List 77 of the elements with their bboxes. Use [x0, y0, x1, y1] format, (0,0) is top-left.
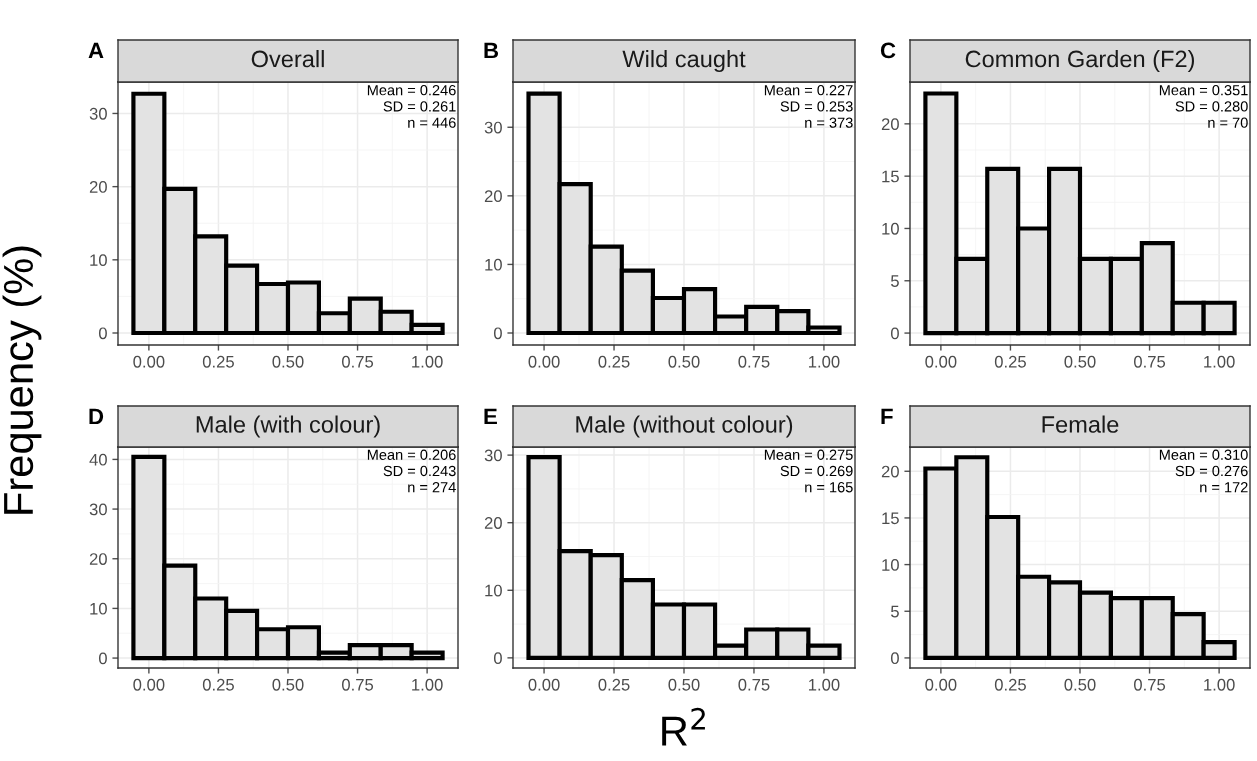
x-tick-label: 0.75	[1133, 678, 1166, 691]
x-tick-label: 0.25	[994, 355, 1026, 368]
y-tick-label: 20	[484, 190, 502, 203]
y-tick-label: 30	[484, 121, 502, 134]
x-tick-label: 0.75	[738, 678, 770, 691]
x-tick-label: 0.25	[202, 678, 234, 691]
x-tick-label: 1.00	[412, 678, 443, 691]
chart-title: Male (without colour)	[576, 415, 793, 438]
annotation: Mean = 0.310 SD = 0.276 n = 172	[1159, 449, 1248, 493]
x-tick-label: 1.00	[412, 355, 443, 368]
y-tick-label: 20	[881, 465, 899, 478]
x-tick-label: 0.50	[668, 355, 700, 368]
x-tick-label: 0.00	[925, 355, 957, 368]
text: A	[88, 42, 104, 59]
y-tick-label: 0	[98, 652, 107, 665]
chart-title: Common Garden (F2)	[965, 50, 1195, 72]
y-tick-label: 0	[493, 327, 502, 340]
x-tick-label: 1.00	[808, 355, 840, 368]
y-tick-label: 30	[89, 503, 107, 516]
x-tick-label: 1.00	[808, 678, 840, 691]
x-axis-title: R$^{2}$	[662, 707, 705, 746]
y-tick-label: 40	[89, 453, 107, 466]
chart-title: Female	[1042, 415, 1119, 433]
annotation: Mean = 0.206 SD = 0.243 n = 274	[367, 449, 456, 493]
x-tick-label: 0.25	[994, 678, 1026, 691]
y-tick-label: 0	[890, 327, 899, 340]
x-tick-label: 0.00	[133, 355, 165, 368]
y-tick-label: 0	[890, 652, 899, 665]
y-tick-label: 10	[882, 558, 899, 571]
text: C	[880, 42, 896, 59]
x-tick-label: 0.25	[598, 678, 630, 691]
y-tick-label: 20	[89, 181, 107, 193]
y-tick-label: 30	[89, 107, 107, 120]
y-tick-label: 10	[485, 584, 502, 597]
annotation: Mean = 0.246 SD = 0.261 n = 446	[367, 85, 456, 128]
x-tick-label: 0.00	[528, 678, 560, 691]
annotation: Mean = 0.351 SD = 0.280 n = 70	[1159, 85, 1248, 128]
x-tick-label: 1.00	[1204, 355, 1235, 368]
y-tick-label: 10	[485, 258, 502, 271]
annotation: Mean = 0.275 SD = 0.269 n = 165	[764, 449, 853, 493]
y-tick-label: 20	[89, 553, 107, 565]
chart-title: Wild caught	[622, 50, 746, 72]
y-tick-label: 0	[98, 327, 107, 340]
y-tick-label: 15	[882, 170, 899, 183]
y-axis-title: Frequency (%)	[2, 246, 42, 514]
text: B	[484, 42, 499, 59]
chart-title: Male (with colour)	[196, 415, 380, 438]
x-tick-label: 0.50	[1064, 678, 1096, 691]
y-tick-label: 20	[881, 118, 899, 131]
x-tick-label: 0.00	[528, 355, 560, 368]
y-tick-label: 30	[484, 449, 502, 462]
x-tick-label: 0.50	[1064, 355, 1096, 368]
x-tick-label: 0.50	[272, 355, 304, 368]
y-tick-label: 20	[484, 517, 502, 529]
text: E	[484, 408, 497, 425]
x-tick-label: 0.75	[738, 355, 770, 368]
x-tick-label: 0.75	[1133, 355, 1166, 368]
x-tick-label: 0.00	[925, 678, 957, 691]
y-tick-label: 0	[493, 652, 502, 665]
y-tick-label: 10	[90, 602, 107, 615]
y-tick-label: 10	[90, 254, 107, 267]
x-tick-label: 0.50	[272, 678, 304, 691]
x-tick-label: 0.75	[341, 355, 374, 368]
x-tick-label: 1.00	[1204, 678, 1235, 691]
x-tick-label: 0.25	[202, 355, 234, 368]
y-tick-label: 10	[882, 222, 899, 235]
text: F	[881, 408, 893, 425]
x-tick-label: 0.25	[598, 355, 630, 368]
x-tick-label: 0.75	[341, 678, 374, 691]
y-tick-label: 5	[890, 605, 899, 618]
chart-title: Overall	[251, 50, 324, 68]
annotation: Mean = 0.227 SD = 0.253 n = 373	[764, 85, 853, 128]
y-tick-label: 15	[882, 512, 899, 525]
y-tick-label: 5	[890, 275, 899, 287]
x-tick-label: 0.00	[133, 678, 165, 691]
x-tick-label: 0.50	[668, 678, 700, 691]
text: D	[89, 408, 104, 425]
